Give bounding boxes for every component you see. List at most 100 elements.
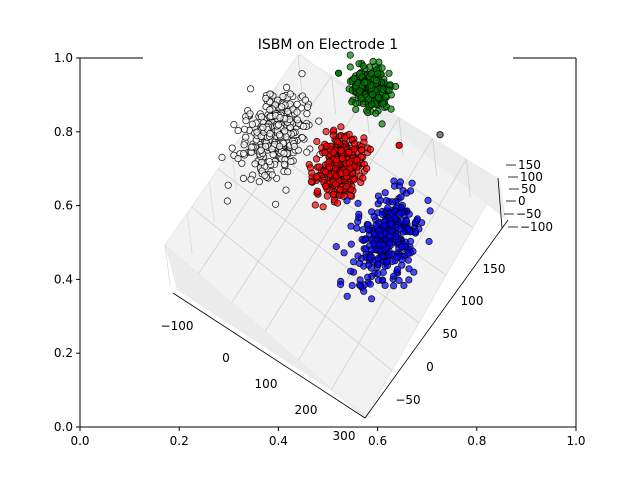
scatter-point — [266, 106, 274, 114]
scatter-point — [388, 198, 397, 206]
y3d-tick-label: 150 — [483, 262, 506, 276]
y-tick-label: 1.0 — [54, 51, 73, 65]
scatter-point — [406, 237, 415, 245]
scatter-point — [356, 87, 364, 95]
x3d-tick-label: 300 — [333, 429, 356, 443]
scatter-point — [385, 86, 393, 95]
y-tick-label: 0.2 — [54, 346, 73, 360]
scatter-point — [234, 154, 242, 163]
scatter-point — [379, 100, 387, 108]
scatter-point — [400, 228, 408, 236]
series-1 — [218, 70, 324, 208]
scatter-point — [364, 225, 372, 234]
scatter-point — [374, 255, 382, 263]
x-tick-label: 0.4 — [269, 434, 288, 448]
scatter-point — [346, 267, 355, 275]
z3d-tick-label: 0 — [518, 194, 526, 208]
scatter-point — [282, 186, 290, 194]
scatter-point — [354, 252, 362, 260]
scatter-point — [284, 168, 292, 176]
scatter-point — [303, 148, 311, 156]
y-tick-label: 0.0 — [54, 420, 73, 434]
scatter-point — [363, 164, 371, 173]
scatter-point — [347, 222, 355, 230]
scatter-point — [239, 174, 248, 182]
scatter-point — [224, 181, 232, 189]
scatter-point — [333, 199, 342, 207]
scatter-point — [362, 245, 370, 253]
scatter-point — [298, 70, 306, 78]
series-2 — [305, 123, 374, 211]
scatter-point — [413, 215, 421, 223]
z-grid-line — [465, 159, 471, 198]
scatter-point — [313, 137, 321, 146]
scatter-point — [382, 197, 390, 205]
scatter-point — [343, 292, 351, 300]
scatter-point — [259, 123, 267, 132]
scatter-point — [391, 82, 400, 91]
scatter-point — [242, 117, 250, 125]
scatter-point — [337, 147, 345, 155]
scatter-point — [384, 204, 392, 212]
scatter-point — [319, 203, 327, 211]
scatter-point — [322, 168, 330, 176]
grid-line — [191, 206, 393, 371]
scatter-point — [307, 178, 315, 186]
scatter-point — [355, 210, 363, 218]
scatter-point — [359, 174, 367, 182]
x3d-tick-label: 0 — [222, 351, 230, 365]
scatter-point — [346, 191, 354, 199]
scatter-point — [329, 149, 337, 157]
scatter-point — [234, 126, 242, 135]
scatter-point — [342, 169, 350, 177]
x-tick-label: 0.8 — [467, 434, 486, 448]
scatter-point — [372, 109, 380, 117]
scatter-point — [390, 272, 398, 280]
scatter-point — [379, 268, 387, 276]
scatter-point — [312, 155, 321, 163]
scatter-point — [343, 197, 351, 205]
scatter-point — [332, 156, 341, 164]
scatter-point — [280, 160, 288, 168]
scatter-point — [299, 122, 308, 131]
scatter-point — [345, 159, 353, 167]
scatter-point — [396, 178, 404, 186]
scatter-point — [351, 140, 359, 148]
scatter-point — [276, 114, 284, 122]
scatter-point — [325, 158, 333, 166]
scatter-point — [278, 103, 286, 111]
scatter-point — [406, 187, 415, 195]
scatter-point — [271, 200, 280, 208]
scatter-point — [242, 133, 250, 141]
x3d-tick-label: −100 — [161, 319, 194, 333]
scatter-point — [375, 227, 383, 235]
outlier-point — [334, 69, 343, 77]
chart-title: ISBM on Electrode 1 — [258, 37, 398, 53]
z3d-tick-label: 150 — [518, 158, 541, 172]
scatter-point — [306, 164, 314, 172]
scatter-point — [246, 110, 254, 118]
scatter-point — [376, 196, 384, 204]
scatter-point — [286, 90, 294, 98]
3d-panes — [164, 53, 506, 419]
scatter-point — [247, 143, 255, 151]
scatter-point — [395, 276, 403, 285]
scatter-point — [269, 151, 277, 159]
scatter-point — [332, 243, 340, 251]
scatter-point — [397, 193, 405, 201]
z3d-tick-label: 50 — [521, 182, 536, 196]
scatter-point — [238, 159, 246, 167]
scatter-point — [352, 99, 360, 107]
scatter-point — [369, 57, 377, 66]
scatter-point — [381, 281, 389, 289]
scatter-point — [329, 131, 337, 139]
scatter-point — [303, 103, 312, 111]
scatter-point — [257, 146, 265, 154]
z-grid-line — [208, 181, 215, 222]
scatter-point — [366, 145, 374, 153]
scatter-point — [402, 217, 411, 225]
x-tick-label: 0.2 — [170, 434, 189, 448]
scatter-point — [261, 171, 269, 179]
scatter-point — [372, 77, 380, 85]
